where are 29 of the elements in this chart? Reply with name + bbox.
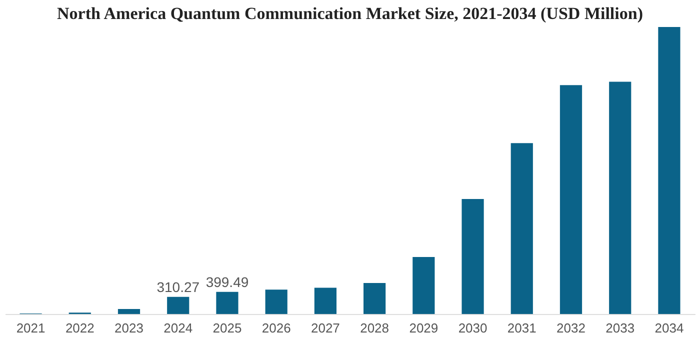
- x-tick-label: 2022: [65, 320, 94, 336]
- x-tick-label: 2021: [16, 320, 46, 336]
- x-tick-label: 2025: [212, 320, 242, 336]
- bar: [167, 296, 190, 314]
- bar: [560, 85, 582, 314]
- x-tick-label: 2034: [654, 320, 684, 336]
- x-tick-label: 2023: [114, 320, 144, 336]
- bar: [265, 290, 288, 314]
- bar: [364, 283, 386, 314]
- data-label: 310.27: [156, 278, 200, 295]
- x-tick-label: 2027: [310, 320, 340, 336]
- bar: [118, 309, 140, 314]
- x-tick-label: 2029: [409, 320, 438, 336]
- bar: [412, 257, 435, 314]
- x-tick-label: 2033: [606, 320, 635, 336]
- bar: [658, 27, 680, 314]
- bar: [510, 143, 533, 314]
- x-tick-label: 2024: [164, 320, 193, 336]
- x-tick-label: 2030: [458, 320, 488, 336]
- bar: [314, 288, 336, 314]
- x-tick-label: 2026: [262, 320, 291, 336]
- bar: [609, 82, 632, 314]
- x-tick-label: 2032: [556, 320, 586, 336]
- bar: [462, 198, 484, 314]
- data-label: 399.49: [206, 274, 249, 290]
- chart-title: North America Quantum Communication Market Size, 2021-2034 (USD Million): [57, 4, 643, 23]
- x-tick-label: 2028: [360, 320, 390, 336]
- x-tick-label: 2031: [507, 320, 536, 336]
- bar: [216, 292, 238, 314]
